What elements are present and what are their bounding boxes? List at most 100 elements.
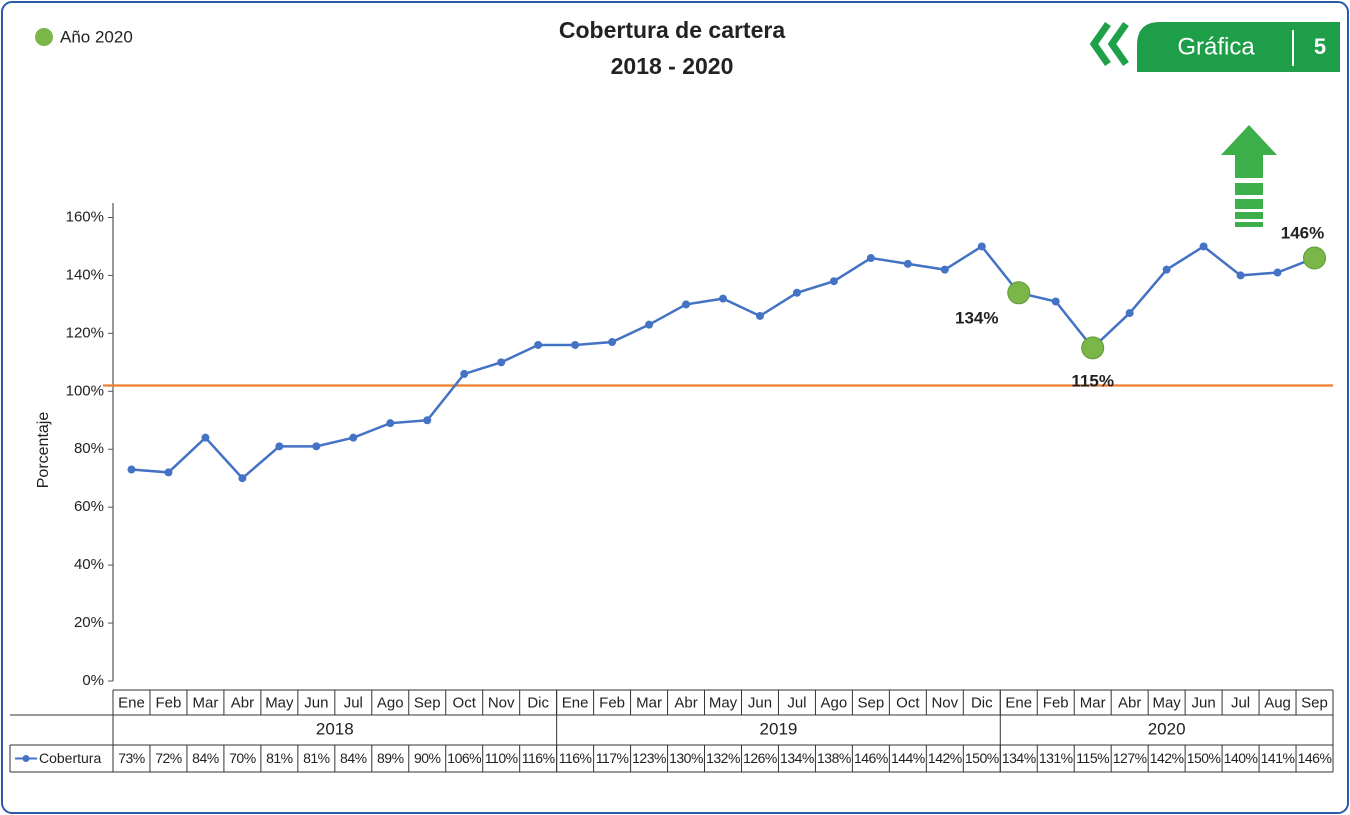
x-tick-label: Mar <box>1080 694 1106 711</box>
data-point <box>1051 297 1060 306</box>
highlight-point <box>1081 336 1105 360</box>
legend-key-dot <box>22 755 30 762</box>
data-point <box>645 320 654 329</box>
data-point <box>940 265 949 274</box>
data-point <box>608 338 617 347</box>
year-label: 2018 <box>316 719 354 738</box>
table-value: 150% <box>965 750 999 766</box>
x-tick-label: Ago <box>821 694 848 711</box>
x-tick-label: Aug <box>1264 694 1291 711</box>
data-point <box>1236 271 1245 280</box>
x-tick-label: Abr <box>674 694 697 711</box>
chart-title: Cobertura de cartera <box>559 17 785 43</box>
data-point <box>1199 242 1208 251</box>
table-value: 89% <box>377 750 404 766</box>
data-point <box>386 419 395 428</box>
table-value: 141% <box>1261 750 1295 766</box>
x-tick-label: May <box>1152 694 1181 711</box>
y-axis-label: Porcentaje <box>35 412 52 489</box>
table-value: 116% <box>559 750 592 766</box>
x-tick-label: Ene <box>118 694 145 711</box>
x-tick-label: Ene <box>1005 694 1032 711</box>
table-value: 130% <box>669 750 703 766</box>
table-value: 134% <box>1002 750 1036 766</box>
table-value: 146% <box>1298 750 1332 766</box>
x-tick-label: Jul <box>344 694 363 711</box>
x-tick-label: Ago <box>377 694 404 711</box>
highlight-point <box>1007 281 1031 305</box>
y-tick-label: 120% <box>66 324 104 341</box>
x-tick-label: Oct <box>453 694 477 711</box>
y-tick-label: 80% <box>74 440 104 457</box>
table-value: 131% <box>1039 750 1073 766</box>
highlight-label: 134% <box>955 308 998 327</box>
data-point <box>755 311 764 320</box>
table-value: 115% <box>1076 750 1109 766</box>
data-point <box>238 474 247 483</box>
up-arrow <box>1221 125 1277 227</box>
x-tick-label: Sep <box>414 694 441 711</box>
table-value: 81% <box>266 750 293 766</box>
table-value: 132% <box>706 750 740 766</box>
data-point <box>423 416 432 425</box>
data-point <box>275 442 284 451</box>
header-number: 5 <box>1314 34 1326 59</box>
x-tick-label: Abr <box>231 694 254 711</box>
x-tick-label: Jul <box>1231 694 1250 711</box>
year-label: 2019 <box>760 719 798 738</box>
legend-label: Año 2020 <box>60 27 133 46</box>
y-tick-label: 100% <box>66 382 104 399</box>
x-tick-label: Mar <box>193 694 219 711</box>
highlight-label: 115% <box>1071 371 1114 390</box>
table-value: 84% <box>340 750 367 766</box>
x-tick-label: Feb <box>1043 694 1069 711</box>
data-point <box>719 294 727 303</box>
y-tick-label: 160% <box>66 208 104 225</box>
data-point <box>164 468 173 477</box>
x-tick-label: Oct <box>896 694 920 711</box>
table-value: 138% <box>817 750 851 766</box>
data-point <box>903 259 912 268</box>
data-point <box>127 465 136 474</box>
highlight-label: 146% <box>1281 224 1324 243</box>
x-tick-label: Sep <box>858 694 885 711</box>
data-point <box>312 442 321 451</box>
x-tick-label: Feb <box>599 694 625 711</box>
back-chevrons[interactable] <box>1089 21 1129 67</box>
highlight-point <box>1303 246 1327 270</box>
data-point <box>866 254 875 263</box>
table-value: 81% <box>303 750 330 766</box>
y-tick-label: 40% <box>74 556 104 573</box>
table-value: 90% <box>414 750 441 766</box>
x-tick-label: Jun <box>748 694 772 711</box>
table-value: 140% <box>1224 750 1258 766</box>
data-point <box>534 340 543 349</box>
data-point <box>1125 309 1134 318</box>
y-tick-label: 60% <box>74 498 104 515</box>
x-tick-label: Dic <box>527 694 549 711</box>
x-tick-label: Sep <box>1301 694 1328 711</box>
header-label: Gráfica <box>1177 33 1255 60</box>
table-value: 73% <box>118 750 145 766</box>
x-tick-label: Dic <box>971 694 993 711</box>
table-value: 70% <box>229 750 256 766</box>
table-value: 123% <box>632 750 666 766</box>
chart-subtitle: 2018 - 2020 <box>611 53 734 79</box>
data-point <box>1273 268 1282 277</box>
data-point <box>682 300 691 309</box>
data-point <box>497 358 506 367</box>
x-tick-label: Feb <box>156 694 182 711</box>
x-tick-label: May <box>709 694 738 711</box>
data-point <box>977 242 986 251</box>
table-value: 110% <box>485 750 518 766</box>
y-tick-label: 140% <box>66 266 104 283</box>
x-tick-label: Mar <box>636 694 662 711</box>
table-value: 106% <box>447 750 481 766</box>
header-tab <box>1137 22 1340 72</box>
x-tick-label: Jul <box>787 694 806 711</box>
table-value: 116% <box>522 750 555 766</box>
data-point <box>349 433 358 442</box>
table-value: 72% <box>155 750 182 766</box>
series-line <box>131 244 1315 480</box>
